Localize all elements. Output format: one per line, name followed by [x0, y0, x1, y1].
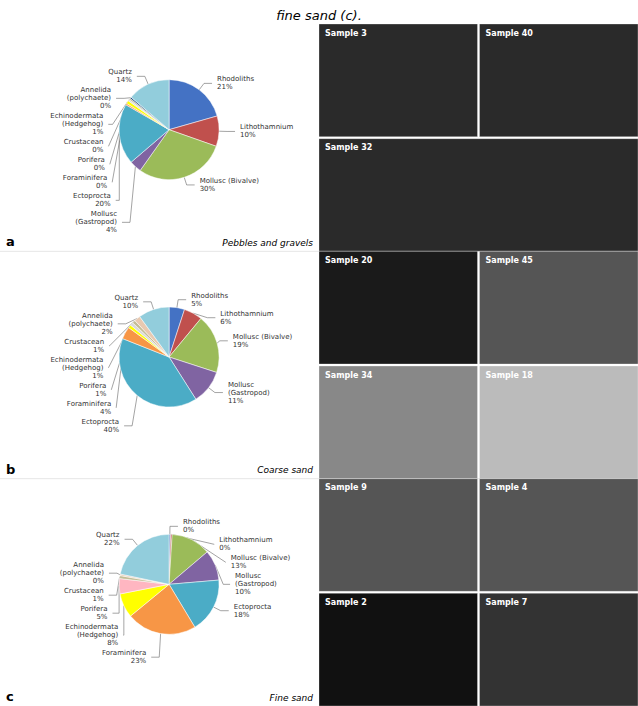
svg-text:Coarse sand: Coarse sand: [257, 465, 313, 475]
svg-text:Porifera: Porifera: [80, 605, 107, 613]
svg-text:11%: 11%: [228, 397, 244, 405]
svg-text:1%: 1%: [95, 390, 106, 398]
svg-text:Quartz: Quartz: [115, 294, 139, 302]
svg-text:Mollusc: Mollusc: [235, 572, 261, 580]
svg-text:18%: 18%: [234, 611, 250, 619]
svg-text:10%: 10%: [123, 302, 139, 310]
svg-text:30%: 30%: [200, 185, 216, 193]
svg-text:(Hedgehog): (Hedgehog): [62, 120, 104, 128]
svg-text:Sample 4: Sample 4: [486, 483, 528, 492]
svg-text:Sample 9: Sample 9: [325, 483, 367, 492]
svg-text:8%: 8%: [107, 639, 118, 647]
svg-text:Sample 3: Sample 3: [325, 29, 367, 38]
svg-text:Sample 2: Sample 2: [325, 598, 367, 607]
svg-text:Sample 45: Sample 45: [486, 256, 534, 265]
svg-text:Echinodermata: Echinodermata: [65, 623, 118, 631]
svg-text:(Gastropod): (Gastropod): [235, 580, 277, 588]
svg-text:Echinodermata: Echinodermata: [50, 356, 103, 364]
svg-text:Ectoprocta: Ectoprocta: [234, 603, 272, 611]
svg-text:40%: 40%: [104, 426, 120, 434]
svg-text:Foraminifera: Foraminifera: [67, 400, 111, 408]
svg-text:1%: 1%: [92, 372, 103, 380]
svg-text:Annelida: Annelida: [73, 561, 104, 569]
svg-text:Crustacean: Crustacean: [64, 587, 104, 595]
svg-text:4%: 4%: [100, 408, 111, 416]
svg-text:(polychaete): (polychaete): [60, 569, 104, 577]
svg-text:Echinodermata: Echinodermata: [50, 112, 103, 120]
svg-text:(polychaete): (polychaete): [68, 320, 112, 328]
svg-text:(Gastropod): (Gastropod): [228, 389, 270, 397]
svg-text:10%: 10%: [235, 588, 251, 596]
svg-text:Foraminifera: Foraminifera: [102, 649, 146, 657]
svg-text:1%: 1%: [93, 595, 104, 603]
svg-text:(Hedgehog): (Hedgehog): [77, 631, 119, 639]
svg-text:5%: 5%: [191, 300, 202, 308]
svg-text:Mollusc (Bivalve): Mollusc (Bivalve): [231, 554, 291, 562]
svg-text:Lithothamnium: Lithothamnium: [220, 310, 273, 318]
svg-text:Ectoprocta: Ectoprocta: [81, 418, 119, 426]
svg-text:0%: 0%: [94, 164, 105, 172]
svg-text:Mollusc: Mollusc: [91, 210, 117, 218]
svg-text:Lithothamnium: Lithothamnium: [240, 123, 293, 131]
svg-text:20%: 20%: [95, 200, 111, 208]
svg-text:Sample 7: Sample 7: [486, 598, 528, 607]
svg-text:0%: 0%: [92, 146, 103, 154]
svg-text:Annelida: Annelida: [80, 86, 111, 94]
svg-text:Annelida: Annelida: [82, 312, 113, 320]
svg-text:Crustacean: Crustacean: [64, 338, 104, 346]
svg-text:Rhodoliths: Rhodoliths: [183, 518, 220, 526]
svg-text:(Gastropod): (Gastropod): [75, 218, 117, 226]
svg-text:Porifera: Porifera: [78, 156, 105, 164]
svg-text:19%: 19%: [233, 341, 249, 349]
svg-text:0%: 0%: [100, 102, 111, 110]
svg-text:Sample 32: Sample 32: [325, 143, 372, 152]
svg-text:14%: 14%: [116, 76, 132, 84]
svg-text:(polychaete): (polychaete): [67, 94, 111, 102]
svg-text:22%: 22%: [104, 539, 120, 547]
svg-text:Rhodoliths: Rhodoliths: [191, 292, 228, 300]
svg-text:(Hedgehog): (Hedgehog): [62, 364, 104, 372]
svg-text:0%: 0%: [219, 544, 230, 552]
svg-text:Sample 18: Sample 18: [486, 371, 534, 380]
svg-text:Sample 20: Sample 20: [325, 256, 373, 265]
svg-text:Mollusc (Bivalve): Mollusc (Bivalve): [200, 177, 260, 185]
svg-text:5%: 5%: [96, 613, 107, 621]
svg-text:Sample 40: Sample 40: [486, 29, 534, 38]
svg-text:0%: 0%: [183, 526, 194, 534]
svg-text:10%: 10%: [240, 131, 256, 139]
svg-text:Rhodoliths: Rhodoliths: [217, 75, 254, 83]
svg-text:Crustacean: Crustacean: [64, 138, 104, 146]
svg-text:Mollusc (Bivalve): Mollusc (Bivalve): [233, 333, 293, 341]
svg-text:a: a: [6, 234, 15, 249]
svg-text:1%: 1%: [92, 128, 103, 136]
svg-text:Mollusc: Mollusc: [228, 381, 254, 389]
svg-text:Quartz: Quartz: [96, 531, 120, 539]
svg-text:13%: 13%: [231, 562, 247, 570]
svg-text:4%: 4%: [106, 226, 117, 234]
svg-text:b: b: [6, 462, 15, 477]
svg-text:c: c: [6, 689, 14, 704]
svg-text:Foraminifera: Foraminifera: [63, 174, 107, 182]
svg-text:6%: 6%: [220, 318, 231, 326]
svg-text:0%: 0%: [93, 577, 104, 585]
svg-text:Pebbles and gravels: Pebbles and gravels: [222, 238, 313, 248]
svg-text:Porifera: Porifera: [79, 382, 106, 390]
svg-text:23%: 23%: [131, 657, 147, 665]
svg-text:Fine sand: Fine sand: [270, 693, 314, 703]
svg-text:Sample 34: Sample 34: [325, 371, 373, 380]
svg-text:2%: 2%: [102, 328, 113, 336]
svg-text:1%: 1%: [93, 346, 104, 354]
svg-text:Lithothamnium: Lithothamnium: [219, 536, 272, 544]
svg-text:0%: 0%: [96, 182, 107, 190]
svg-text:21%: 21%: [217, 83, 233, 91]
svg-text:Quartz: Quartz: [108, 68, 132, 76]
svg-text:fine sand (c).: fine sand (c).: [276, 8, 362, 23]
svg-text:Ectoprocta: Ectoprocta: [73, 192, 111, 200]
